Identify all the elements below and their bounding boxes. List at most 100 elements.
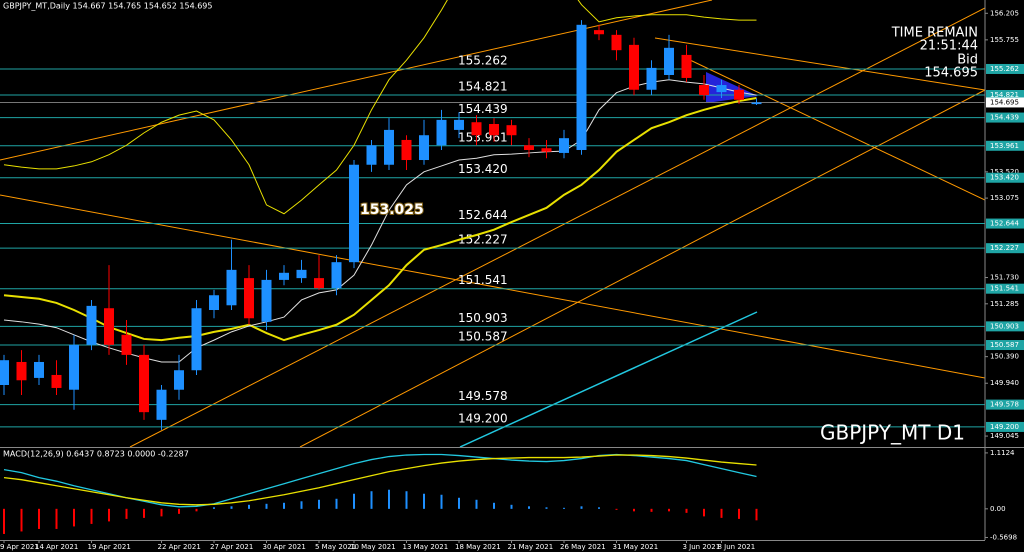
level-label: 150.903 xyxy=(458,311,508,325)
candle-body xyxy=(681,54,692,78)
candle-body xyxy=(331,262,342,289)
macd-bar xyxy=(335,498,338,509)
timer-title: TIME REMAIN xyxy=(891,26,978,41)
level-tag-label: 151.541 xyxy=(990,285,1019,293)
macd-bar xyxy=(55,508,58,529)
macd-bar xyxy=(283,502,285,509)
level-tag xyxy=(986,321,1024,332)
macd-bar xyxy=(650,508,653,512)
macd-bar xyxy=(580,506,583,509)
candle-body xyxy=(454,119,464,130)
y-tick-label: 151.730 xyxy=(990,274,1019,282)
macd-bar xyxy=(230,506,233,509)
candle-body xyxy=(349,164,359,263)
macd-bar xyxy=(598,507,600,509)
candle-body xyxy=(384,129,394,165)
macd-bar xyxy=(493,502,495,509)
macd-title: MACD(12,26,9) 0.6437 0.8723 0.0000 -0.22… xyxy=(3,450,189,459)
level-tag-label: 149.578 xyxy=(990,401,1019,409)
overlay-line xyxy=(3,79,757,363)
macd-line xyxy=(3,453,757,508)
y-tick-label: 149.940 xyxy=(990,379,1019,387)
y-tick-label: 153.075 xyxy=(990,194,1019,202)
macd-bar xyxy=(440,494,443,509)
candle-body xyxy=(489,124,499,136)
overlay-line xyxy=(3,97,757,342)
macd-line xyxy=(3,454,757,506)
candle-body xyxy=(506,125,517,136)
y-tick-label: 1.1124 xyxy=(990,449,1015,457)
candle-body xyxy=(366,145,377,165)
level-tag xyxy=(986,399,1024,410)
macd-bar xyxy=(108,508,110,522)
candle-body xyxy=(121,334,132,355)
level-tag xyxy=(986,243,1024,254)
trendline xyxy=(654,37,985,91)
level-tag-label: 153.961 xyxy=(990,142,1019,150)
level-tag-label: 150.903 xyxy=(990,322,1019,330)
macd-bar xyxy=(720,508,723,518)
macd-bar xyxy=(545,507,548,509)
candle-body xyxy=(471,122,482,136)
x-tick-label: 31 May 2021 xyxy=(613,543,659,551)
x-tick-label: 19 Apr 2021 xyxy=(88,543,131,551)
timer: 21:51:44 xyxy=(920,39,978,54)
candle-body xyxy=(16,361,27,381)
candle-body xyxy=(209,295,219,311)
macd-bar xyxy=(3,508,5,534)
candle-body xyxy=(611,34,622,51)
bid-value: 154.695 xyxy=(924,66,978,81)
level-tag xyxy=(986,172,1024,183)
candle-body xyxy=(594,30,604,35)
macd-bar xyxy=(90,508,93,524)
y-tick-label: 155.755 xyxy=(990,36,1019,44)
level-tag xyxy=(986,218,1024,229)
trendline xyxy=(689,59,985,201)
trendline xyxy=(0,0,713,161)
y-tick-label: 149.045 xyxy=(990,432,1019,440)
trendline xyxy=(129,7,985,447)
candle-body xyxy=(524,145,534,150)
candle-body xyxy=(174,370,184,390)
x-tick-label: 21 May 2021 xyxy=(508,543,554,551)
macd-bar xyxy=(615,508,618,510)
level-label: 151.541 xyxy=(458,273,508,287)
candle-body xyxy=(576,24,587,150)
candle-body xyxy=(296,269,307,279)
highlight-label: 153.025 xyxy=(360,202,424,218)
candle-body xyxy=(716,85,727,93)
candle-body xyxy=(401,139,412,161)
candle-body xyxy=(139,354,149,413)
candle-body xyxy=(86,305,97,345)
symbol-label: GBPJPY_MT D1 xyxy=(820,421,965,445)
candle-body xyxy=(244,278,254,319)
candle-body xyxy=(436,119,447,146)
macd-pane xyxy=(3,453,758,534)
candle-body xyxy=(314,278,324,289)
level-tag-label: 152.227 xyxy=(990,244,1019,252)
level-tag xyxy=(986,140,1024,151)
level-tag xyxy=(986,340,1024,351)
macd-bar xyxy=(405,491,408,509)
macd-bar xyxy=(685,508,688,513)
macd-bar xyxy=(510,504,513,509)
candle-body xyxy=(51,374,62,388)
macd-bar xyxy=(528,506,530,509)
macd-bar xyxy=(143,508,145,518)
macd-bar xyxy=(20,508,23,532)
level-label: 155.262 xyxy=(458,53,508,67)
macd-bar xyxy=(633,508,635,512)
macd-bar xyxy=(300,501,303,509)
level-tag-label: 154.821 xyxy=(990,91,1019,99)
level-tag xyxy=(986,112,1024,123)
level-tag xyxy=(986,283,1024,294)
candle-body xyxy=(69,344,79,390)
candle-body xyxy=(751,102,762,105)
level-label: 153.961 xyxy=(458,130,508,144)
macd-bar xyxy=(353,493,355,509)
level-tag-label: 153.420 xyxy=(990,174,1019,182)
x-tick-label: 30 Apr 2021 xyxy=(263,543,306,551)
candle-body xyxy=(191,308,202,371)
